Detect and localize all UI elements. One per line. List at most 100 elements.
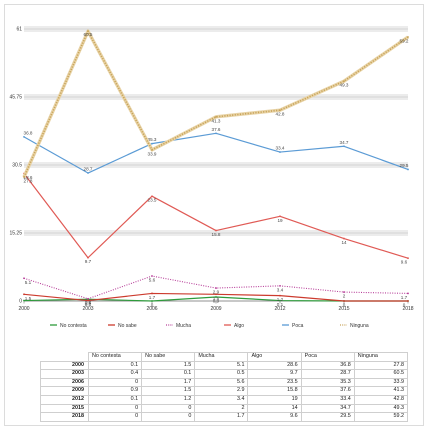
y-tick-label: 0 xyxy=(19,299,22,305)
table-row: 2018 0 0 1.7 9.6 29.5 59.2 xyxy=(40,412,409,422)
x-tick-label: 2018 xyxy=(402,306,413,312)
data-label-no-contesta: 0.9 xyxy=(213,298,220,303)
table-cell: 33.4 xyxy=(300,394,355,405)
table-cell: 1.5 xyxy=(141,360,196,371)
table-row: 2015 0 0 2 14 34.7 49.3 xyxy=(40,403,409,414)
table-header-cell: Mucha xyxy=(194,352,249,362)
data-table: No contesta No sabe Mucha Algo Poca Ninguna 2… xyxy=(40,352,409,422)
data-point-mucha xyxy=(407,292,409,295)
table-cell: 0.9 xyxy=(87,386,143,396)
data-point-ninguna xyxy=(407,36,409,38)
data-point-poca xyxy=(279,151,281,153)
data-point-algo xyxy=(343,237,345,240)
data-label-algo: 9.7 xyxy=(85,259,92,264)
table-cell: 9.6 xyxy=(247,412,302,422)
data-point-poca xyxy=(215,132,217,135)
x-tick-label: 2012 xyxy=(274,306,285,312)
table-row-year: 2000 xyxy=(40,360,89,371)
data-label-ninguna: 33.9 xyxy=(148,151,157,156)
data-point-no-sabe xyxy=(407,300,409,302)
data-point-ninguna xyxy=(343,80,345,83)
data-label-algo: 23.5 xyxy=(148,198,157,203)
data-point-ninguna xyxy=(87,30,89,33)
data-label-no-sabe: 0 xyxy=(343,303,346,308)
table-cell: 0.1 xyxy=(87,360,143,371)
data-label-ninguna: 60.5 xyxy=(84,32,93,37)
table-cell: 0 xyxy=(87,403,143,414)
x-tick-label: 2009 xyxy=(210,306,221,312)
table-cell: 1.7 xyxy=(141,377,196,388)
table-cell: 0.1 xyxy=(141,369,196,379)
data-point-no-sabe xyxy=(23,293,25,296)
data-point-mucha xyxy=(215,287,217,289)
table-cell: 36.8 xyxy=(300,360,355,371)
data-point-mucha xyxy=(343,291,345,293)
data-point-no-sabe xyxy=(151,292,153,295)
data-point-poca xyxy=(343,145,345,148)
data-label-poca: 36.8 xyxy=(24,130,33,135)
table-cell: 29.5 xyxy=(300,412,355,422)
table-cell: 28.7 xyxy=(300,369,355,379)
x-tick-label: 2015 xyxy=(338,306,349,312)
table-row-year: 2018 xyxy=(40,412,89,422)
data-point-algo xyxy=(215,229,217,232)
table-cell: 19 xyxy=(247,394,302,405)
table-cell: 15.8 xyxy=(247,386,302,396)
data-point-mucha xyxy=(279,284,281,287)
data-label-no-sabe: 0.1 xyxy=(85,302,92,307)
legend-label-algo: Algo xyxy=(234,323,244,329)
data-point-algo xyxy=(407,257,409,260)
table-cell: 5.6 xyxy=(194,377,249,388)
table-corner-cell xyxy=(40,352,89,362)
table-cell: 1.5 xyxy=(141,386,196,396)
data-label-algo: 19 xyxy=(277,218,283,223)
legend-label-no-sabe: No sabe xyxy=(118,323,137,329)
data-point-mucha xyxy=(87,297,89,300)
data-label-mucha: 1.7 xyxy=(401,295,408,300)
table-header-cell: Ninguna xyxy=(353,352,409,362)
data-label-poca: 33.4 xyxy=(276,146,285,151)
table-cell: 0.1 xyxy=(87,394,143,405)
data-point-poca xyxy=(407,168,409,171)
data-point-no-contesta xyxy=(279,299,281,302)
data-label-ninguna: 27.8 xyxy=(24,179,33,184)
data-label-mucha: 2 xyxy=(343,294,346,299)
data-label-ninguna: 49.3 xyxy=(340,83,349,88)
table-cell: 0.4 xyxy=(87,369,143,379)
table-row: 2012 0.1 1.2 3.4 19 33.4 42.8 xyxy=(40,394,409,405)
data-label-algo: 9.6 xyxy=(401,260,408,265)
data-label-ninguna: 42.8 xyxy=(276,112,285,117)
table-row: 2000 0.1 1.5 5.1 28.6 36.8 27.8 xyxy=(40,360,409,371)
data-label-poca: 29.5 xyxy=(400,163,409,168)
data-label-mucha: 2.9 xyxy=(213,290,220,295)
x-tick-label: 2003 xyxy=(82,306,93,312)
table-cell: 60.5 xyxy=(353,369,409,379)
data-label-poca: 35.3 xyxy=(148,137,157,142)
data-point-algo xyxy=(87,256,89,259)
y-tick-label: 45.75 xyxy=(9,95,22,101)
data-point-ninguna xyxy=(215,115,217,118)
table-cell: 0.5 xyxy=(194,369,249,379)
y-tick-label: 30.5 xyxy=(12,163,22,169)
table-cell: 49.3 xyxy=(353,403,409,414)
table-cell: 14 xyxy=(247,403,302,414)
table-row-year: 2015 xyxy=(40,403,89,414)
data-label-no-contesta: 0.1 xyxy=(277,302,284,307)
data-label-mucha: 5.1 xyxy=(25,280,32,285)
data-point-ninguna xyxy=(151,148,153,151)
table-row-year: 2003 xyxy=(40,369,89,379)
table-cell: 28.6 xyxy=(247,360,302,371)
table-header-cell: No contesta xyxy=(87,352,143,362)
y-tick-label: 15.25 xyxy=(9,231,22,237)
table-row-year: 2006 xyxy=(40,377,89,388)
data-label-ninguna: 41.3 xyxy=(212,118,221,123)
data-point-poca xyxy=(87,172,89,174)
data-point-ninguna xyxy=(279,109,281,112)
series-line-algo xyxy=(23,173,409,259)
table-cell: 9.7 xyxy=(247,369,302,379)
table-row: 2006 0 1.7 5.6 23.5 35.3 33.9 xyxy=(40,377,409,388)
legend-label-no-contesta: No contesta xyxy=(60,323,87,329)
table-cell: 41.3 xyxy=(353,386,409,396)
table-row: 2003 0.4 0.1 0.5 9.7 28.7 60.5 xyxy=(40,369,409,379)
table-row-year: 2012 xyxy=(40,394,89,405)
